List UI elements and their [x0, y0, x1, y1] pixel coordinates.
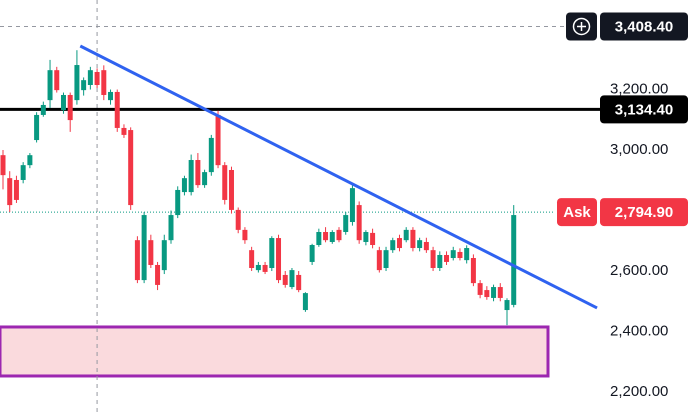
candle-body [20, 165, 26, 180]
candle-body [175, 189, 181, 216]
candle-body [60, 94, 66, 111]
y-tick-label: 2,600.00 [610, 262, 668, 279]
candle-body [356, 205, 362, 241]
candle-body [289, 270, 295, 288]
candle-body [181, 178, 187, 193]
candle-body [168, 215, 174, 241]
ask-price-box [600, 198, 688, 227]
candle-body [235, 209, 241, 230]
candle-body [94, 71, 100, 85]
candle-body [255, 264, 261, 271]
add-icon-plus [577, 21, 586, 31]
candle-body [336, 229, 342, 241]
candle-body [269, 238, 275, 268]
candle-body [396, 238, 402, 249]
candle-body [282, 274, 288, 285]
ask-price-label: 2,794.90 [615, 204, 673, 221]
candle-body [309, 245, 315, 262]
candle-body [262, 264, 268, 272]
candle-body [457, 251, 463, 259]
candle-body [108, 91, 114, 101]
candle-body [437, 254, 443, 268]
candle-body [87, 70, 93, 85]
candle-body [40, 104, 46, 115]
candle-body [470, 258, 476, 284]
candle-body [450, 250, 456, 259]
candle-body [370, 232, 376, 246]
y-tick-label: 3,000.00 [610, 141, 668, 158]
candle-body [228, 169, 234, 210]
candle-body [376, 250, 382, 271]
candle-body [302, 293, 308, 311]
candle-body [249, 250, 255, 268]
candle-body [403, 229, 409, 241]
candle-body [0, 155, 6, 176]
candle-body [155, 264, 161, 285]
candle-body [410, 229, 416, 249]
candle-body [27, 155, 33, 166]
candle-body [47, 70, 53, 101]
candle-body [67, 94, 73, 121]
candle-body [195, 160, 201, 186]
candle-body [316, 232, 322, 246]
trendline [79, 44, 598, 310]
candle-body [74, 65, 80, 101]
candle-body [484, 290, 490, 298]
candle-body [134, 240, 140, 281]
candle-body [7, 178, 13, 206]
y-tick-label: 2,400.00 [610, 322, 668, 339]
candle-body [464, 248, 470, 261]
y-tick-label: 2,200.00 [610, 383, 668, 400]
level-price-label: 3,134.40 [615, 101, 673, 118]
candle-body [114, 91, 120, 128]
y-tick-label: 3,200.00 [610, 81, 668, 98]
candle-body [128, 130, 134, 206]
candle-body [208, 137, 214, 173]
candle-body [141, 215, 147, 281]
candle-body [383, 250, 389, 268]
candle-body [188, 160, 194, 193]
candle-body [215, 114, 221, 166]
candle-body [430, 250, 436, 268]
ask-name: Ask [563, 204, 591, 221]
candle-body [343, 215, 349, 233]
candle-body [363, 232, 369, 242]
candle-body [296, 274, 302, 291]
candle-body [54, 70, 60, 91]
candle-body [491, 287, 497, 298]
candle-body [34, 114, 40, 141]
candle-body [349, 188, 355, 223]
level-price-box [600, 95, 688, 124]
candle-body [477, 283, 483, 295]
crosshair-price-box [600, 12, 688, 41]
support-zone [0, 325, 550, 378]
candle-body [497, 287, 503, 298]
candle-body [504, 300, 510, 311]
candle-body [121, 127, 127, 135]
ask-name-box [557, 198, 597, 227]
candle-body [13, 179, 19, 200]
candle-body [444, 254, 450, 262]
candle-body [511, 215, 517, 305]
candle-body [222, 165, 228, 200]
candle-body [417, 240, 423, 249]
candle-body [202, 172, 208, 186]
crosshair-price-label: 3,408.40 [615, 18, 673, 35]
candle-body [242, 229, 248, 241]
candle-body [81, 80, 87, 91]
candle-body [276, 238, 282, 281]
candle-body [148, 240, 154, 265]
add-icon [572, 17, 591, 36]
candle-body [423, 241, 429, 251]
candle-body [390, 240, 396, 251]
candle-body [329, 232, 335, 242]
candle-body [323, 232, 329, 241]
candle-body [161, 240, 167, 271]
candle-body [101, 70, 107, 95]
